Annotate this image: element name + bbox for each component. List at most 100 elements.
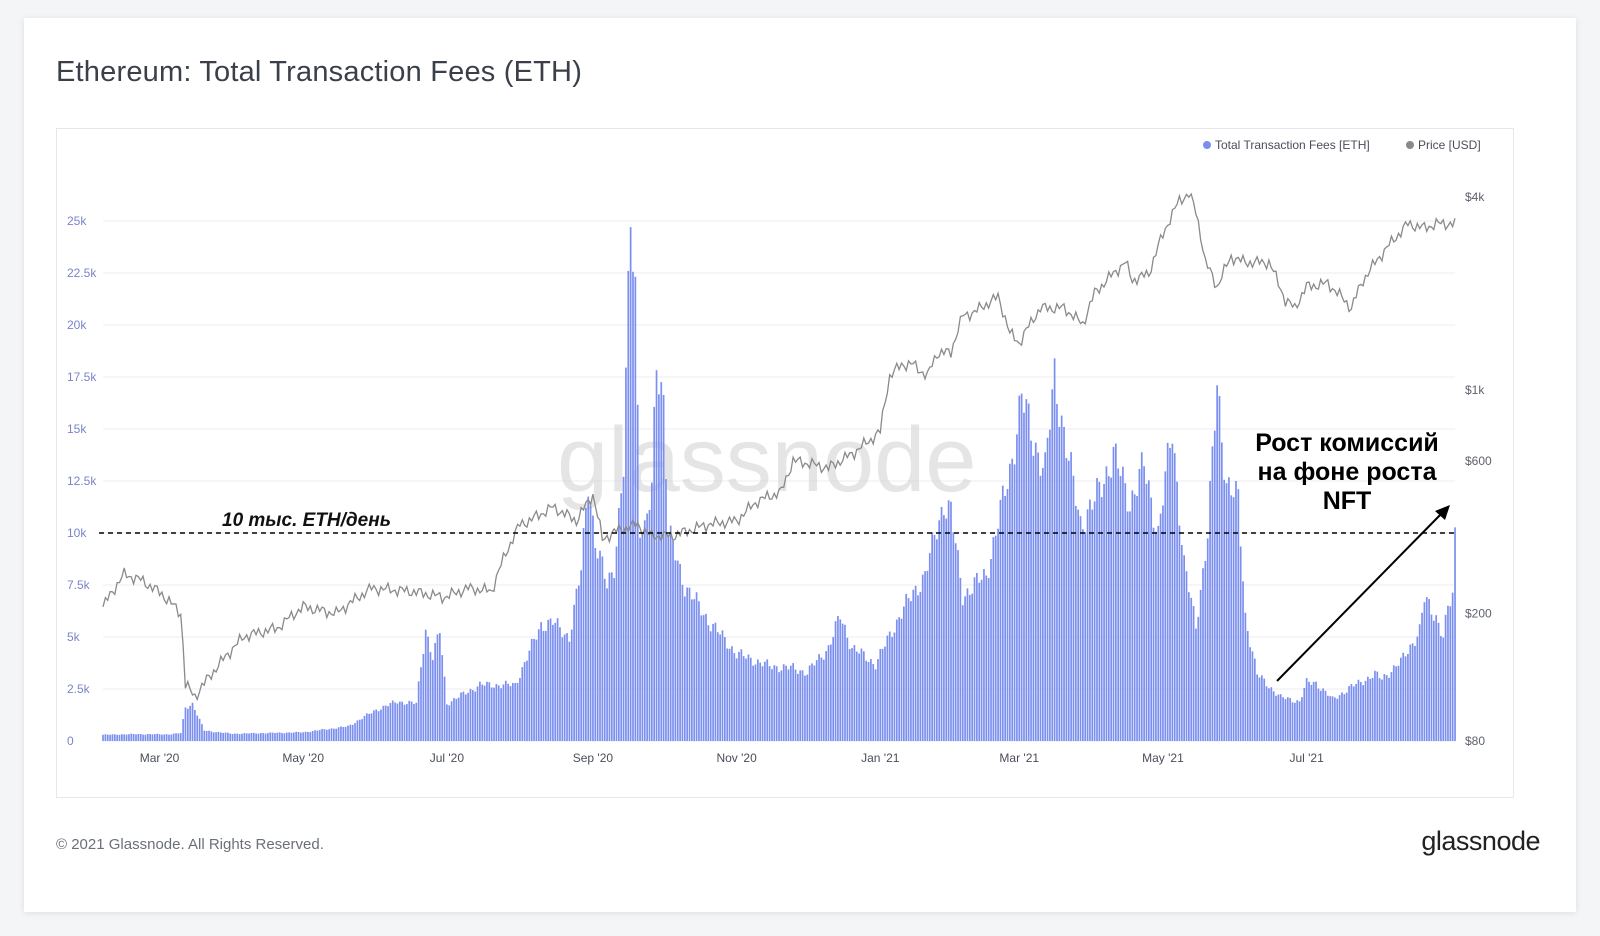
y-tick-label: 5k — [67, 630, 81, 644]
fee-bar — [1326, 695, 1329, 741]
fee-bar — [1371, 677, 1374, 741]
fee-bar — [724, 637, 726, 741]
fee-bar — [337, 727, 340, 741]
fee-bar — [912, 589, 915, 741]
fee-bar — [375, 709, 378, 741]
fee-bar — [1357, 679, 1360, 741]
fee-bar — [789, 665, 792, 741]
fee-bar — [980, 579, 983, 741]
fee-bar — [877, 659, 879, 741]
fee-bar — [601, 556, 604, 741]
fee-bar — [1338, 695, 1341, 741]
fee-bar — [608, 572, 611, 741]
fee-bar — [370, 713, 373, 741]
y-tick-label: 20k — [67, 318, 87, 332]
fee-bar — [1232, 497, 1235, 741]
fee-bar — [841, 623, 844, 741]
fee-bar — [780, 670, 783, 741]
fee-bar — [844, 624, 846, 741]
fee-bar — [184, 707, 187, 741]
fee-bar — [1056, 404, 1058, 741]
fee-bar — [1119, 476, 1122, 741]
fee-bar — [846, 637, 849, 741]
fee-bar — [738, 652, 740, 741]
fee-bar — [1140, 452, 1143, 741]
fee-bar — [1272, 691, 1275, 741]
fee-bar — [1428, 599, 1430, 741]
fee-bar — [1131, 490, 1134, 741]
fees-chart: 0 2.5k 5k 7.5k 10k 12.5k 15k 17.5k 20k 22.5k 25k $8… — [67, 138, 1492, 765]
fee-bar — [691, 599, 693, 741]
fee-bar — [587, 496, 590, 741]
fee-bar — [707, 625, 710, 741]
fee-bar — [778, 672, 780, 741]
fee-bar — [521, 667, 524, 741]
fee-bar — [1107, 476, 1110, 741]
fee-bar — [123, 734, 126, 741]
glassnode-logo[interactable]: glassnode — [1421, 826, 1540, 856]
fee-bar — [1362, 685, 1365, 741]
fee-bar — [497, 685, 500, 741]
fee-bar — [716, 632, 719, 741]
fee-bar — [422, 654, 425, 741]
fee-bar — [940, 507, 943, 741]
fee-bar — [1136, 495, 1138, 741]
fee-bar — [1423, 602, 1426, 741]
fee-bar — [1407, 653, 1409, 741]
fee-bar — [118, 734, 121, 741]
fee-bar — [1138, 469, 1141, 741]
fee-bar — [417, 681, 420, 741]
fee-bar — [834, 621, 837, 741]
fee-bar — [676, 560, 679, 741]
nft-annotation-line: NFT — [1323, 487, 1372, 515]
fee-bar — [914, 585, 917, 741]
fee-bar — [1183, 555, 1185, 741]
fee-bar — [212, 732, 215, 741]
fee-bar — [323, 729, 326, 741]
fee-bar — [526, 660, 528, 741]
fee-bar — [1400, 657, 1402, 741]
fee-bar — [1074, 505, 1077, 741]
fee-bar — [259, 733, 262, 741]
fee-bar — [172, 733, 175, 741]
fee-bar — [1016, 434, 1018, 741]
fee-bar — [808, 665, 811, 741]
fee-bar — [978, 582, 981, 741]
fee-bar — [1228, 477, 1230, 741]
fee-bar — [973, 577, 976, 741]
fee-bar — [1268, 688, 1270, 741]
fee-bar — [749, 657, 752, 741]
fee-bar — [1331, 696, 1334, 741]
fee-bar — [714, 622, 717, 741]
fee-bar — [1440, 636, 1442, 741]
fee-bar — [603, 578, 606, 741]
fee-bar — [667, 534, 670, 741]
fee-bar — [252, 732, 255, 741]
fee-bar — [476, 686, 479, 741]
fee-bar — [1082, 529, 1084, 741]
fee-bar — [344, 726, 347, 741]
fee-bar — [728, 648, 731, 741]
fee-bar — [514, 683, 517, 741]
fee-bar — [264, 733, 267, 741]
fee-bar — [957, 550, 959, 741]
fee-bar — [227, 732, 229, 741]
fee-bar — [632, 271, 634, 741]
fee-bar — [1383, 674, 1386, 741]
x-tick-label: May '21 — [1142, 751, 1184, 765]
fee-bar — [302, 732, 305, 741]
fee-bar — [201, 724, 203, 741]
fee-bar — [427, 636, 429, 741]
fee-bar — [1006, 489, 1009, 741]
fee-bar — [340, 726, 342, 741]
fee-bar — [243, 733, 246, 741]
fee-bar — [1091, 509, 1094, 741]
fee-bar — [1442, 637, 1445, 741]
fee-bar — [693, 599, 696, 741]
fee-bar — [881, 648, 884, 741]
fee-bar — [318, 730, 321, 741]
fee-bar — [686, 587, 689, 741]
fee-bar — [1381, 679, 1383, 741]
fee-bar — [307, 732, 309, 741]
fee-bar — [394, 702, 396, 741]
